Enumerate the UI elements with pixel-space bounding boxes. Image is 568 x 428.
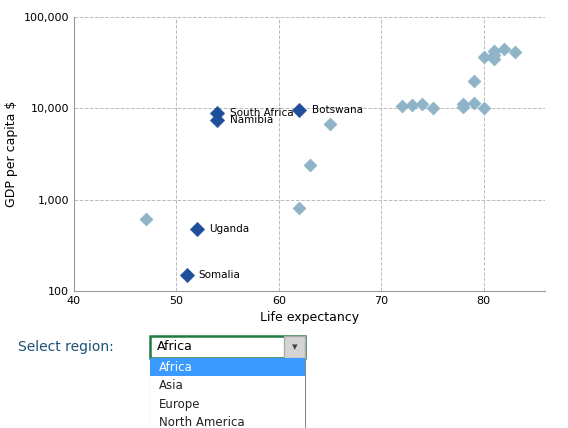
Text: Africa: Africa [159, 360, 193, 374]
Point [500, 45, 509, 52]
Text: ▾: ▾ [292, 342, 297, 352]
Point [325, 120, 335, 127]
Point [428, 104, 437, 111]
Text: Somalia: Somalia [199, 270, 241, 280]
FancyBboxPatch shape [150, 395, 305, 413]
FancyBboxPatch shape [150, 376, 305, 395]
Point [479, 53, 488, 60]
FancyBboxPatch shape [284, 336, 305, 358]
Text: South Africa: South Africa [229, 107, 293, 118]
Text: Asia: Asia [159, 379, 184, 392]
FancyBboxPatch shape [150, 336, 305, 358]
Point [490, 52, 499, 59]
Text: Europe: Europe [159, 398, 201, 411]
Point [213, 116, 222, 123]
Point [141, 215, 150, 222]
Point [305, 162, 314, 169]
Point [459, 101, 468, 107]
Point [459, 104, 468, 111]
FancyBboxPatch shape [150, 358, 305, 376]
Point [510, 49, 519, 56]
Point [417, 101, 427, 107]
Point [469, 99, 478, 106]
Point [193, 226, 202, 232]
Text: North America: North America [159, 416, 245, 428]
Text: Botswana: Botswana [312, 104, 362, 115]
Point [490, 55, 499, 62]
Text: Namibia: Namibia [229, 115, 273, 125]
Point [490, 47, 499, 54]
Point [213, 109, 222, 116]
Text: Africa: Africa [157, 340, 193, 353]
Point [469, 77, 478, 84]
Y-axis label: GDP per capita $: GDP per capita $ [5, 101, 18, 207]
X-axis label: Life expectancy: Life expectancy [260, 312, 359, 324]
Point [407, 102, 416, 109]
Point [182, 271, 191, 278]
Point [397, 103, 406, 110]
Text: Uganda: Uganda [209, 224, 249, 234]
Point [295, 106, 304, 113]
Point [295, 204, 304, 211]
FancyBboxPatch shape [150, 358, 305, 428]
Point [479, 105, 488, 112]
FancyBboxPatch shape [150, 413, 305, 428]
Text: Select region:: Select region: [18, 340, 114, 354]
